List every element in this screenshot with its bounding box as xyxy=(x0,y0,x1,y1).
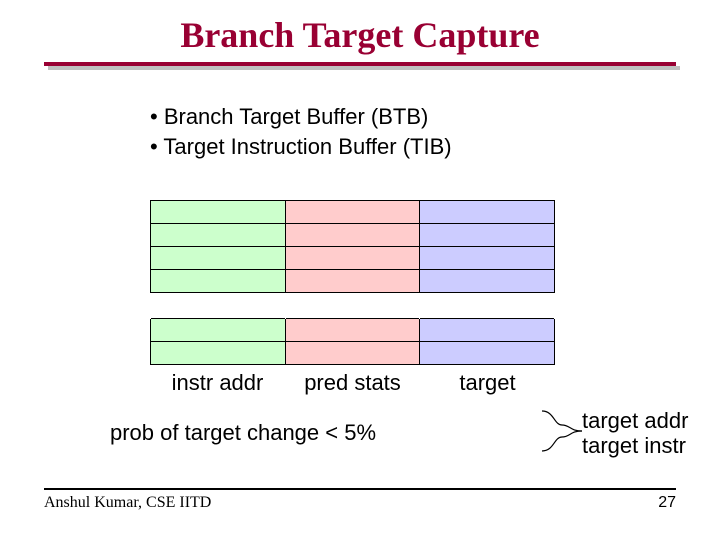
table-cell xyxy=(420,319,555,342)
slide-title: Branch Target Capture xyxy=(180,14,539,56)
probability-note: prob of target change < 5% xyxy=(110,420,376,446)
target-sub-labels: target addr target instr xyxy=(582,408,688,459)
title-underline xyxy=(44,62,676,72)
table-cell xyxy=(285,201,420,224)
column-labels: instr addrpred statstarget xyxy=(150,370,555,396)
table-cell xyxy=(151,270,286,293)
bullet-item: • Target Instruction Buffer (TIB) xyxy=(150,132,720,162)
table-cell xyxy=(420,224,555,247)
table-cell xyxy=(285,224,420,247)
table-cell xyxy=(151,247,286,270)
btb-table xyxy=(150,200,555,365)
title-underline-bar xyxy=(44,62,676,66)
brace-icon xyxy=(540,405,582,457)
column-label: instr addr xyxy=(150,370,285,396)
table-cell xyxy=(285,342,420,365)
table-cell xyxy=(420,247,555,270)
footer-author: Anshul Kumar, CSE IITD xyxy=(44,494,211,512)
title-underline-shadow xyxy=(48,66,680,70)
table-cell xyxy=(285,270,420,293)
title-container: Branch Target Capture xyxy=(0,0,720,56)
table-cell xyxy=(151,342,286,365)
table-cell xyxy=(285,319,420,342)
table-cell xyxy=(151,293,286,319)
table-cell xyxy=(420,201,555,224)
target-instr-label: target instr xyxy=(582,433,688,458)
table-cell xyxy=(420,293,555,319)
bullet-list: • Branch Target Buffer (BTB)• Target Ins… xyxy=(150,102,720,161)
bullet-item: • Branch Target Buffer (BTB) xyxy=(150,102,720,132)
table-cell xyxy=(285,247,420,270)
table-cell xyxy=(151,319,286,342)
target-addr-label: target addr xyxy=(582,408,688,433)
table-cell xyxy=(151,201,286,224)
table-cell xyxy=(151,224,286,247)
column-label: pred stats xyxy=(285,370,420,396)
footer: Anshul Kumar, CSE IITD 27 xyxy=(44,488,676,512)
btb-table-wrap xyxy=(150,200,555,365)
table-cell xyxy=(420,270,555,293)
table-cell xyxy=(420,342,555,365)
column-label: target xyxy=(420,370,555,396)
page-number: 27 xyxy=(658,494,676,512)
table-cell xyxy=(285,293,420,319)
